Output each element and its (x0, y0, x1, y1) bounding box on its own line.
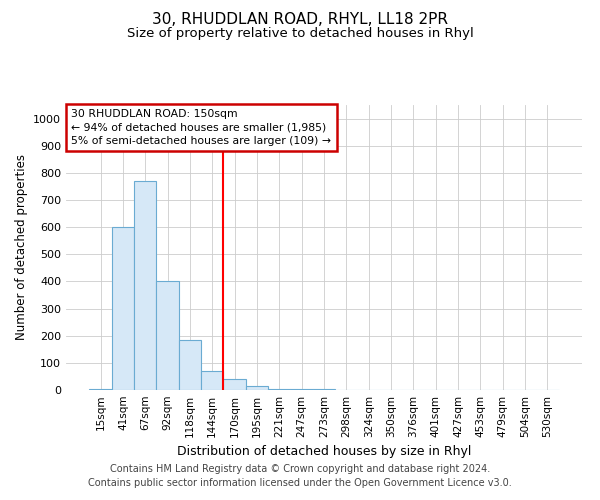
Y-axis label: Number of detached properties: Number of detached properties (14, 154, 28, 340)
X-axis label: Distribution of detached houses by size in Rhyl: Distribution of detached houses by size … (177, 446, 471, 458)
Bar (290, 388, 313, 390)
Bar (201, 371, 223, 390)
Bar (112, 227, 134, 390)
Bar (268, 388, 290, 390)
Bar (179, 340, 201, 390)
Bar (134, 181, 157, 390)
Bar (313, 388, 335, 390)
Bar (157, 282, 179, 390)
Text: Size of property relative to detached houses in Rhyl: Size of property relative to detached ho… (127, 28, 473, 40)
Text: Contains HM Land Registry data © Crown copyright and database right 2024.
Contai: Contains HM Land Registry data © Crown c… (88, 464, 512, 487)
Text: 30 RHUDDLAN ROAD: 150sqm
← 94% of detached houses are smaller (1,985)
5% of semi: 30 RHUDDLAN ROAD: 150sqm ← 94% of detach… (71, 110, 331, 146)
Bar (223, 379, 246, 390)
Text: 30, RHUDDLAN ROAD, RHYL, LL18 2PR: 30, RHUDDLAN ROAD, RHYL, LL18 2PR (152, 12, 448, 28)
Bar (246, 386, 268, 390)
